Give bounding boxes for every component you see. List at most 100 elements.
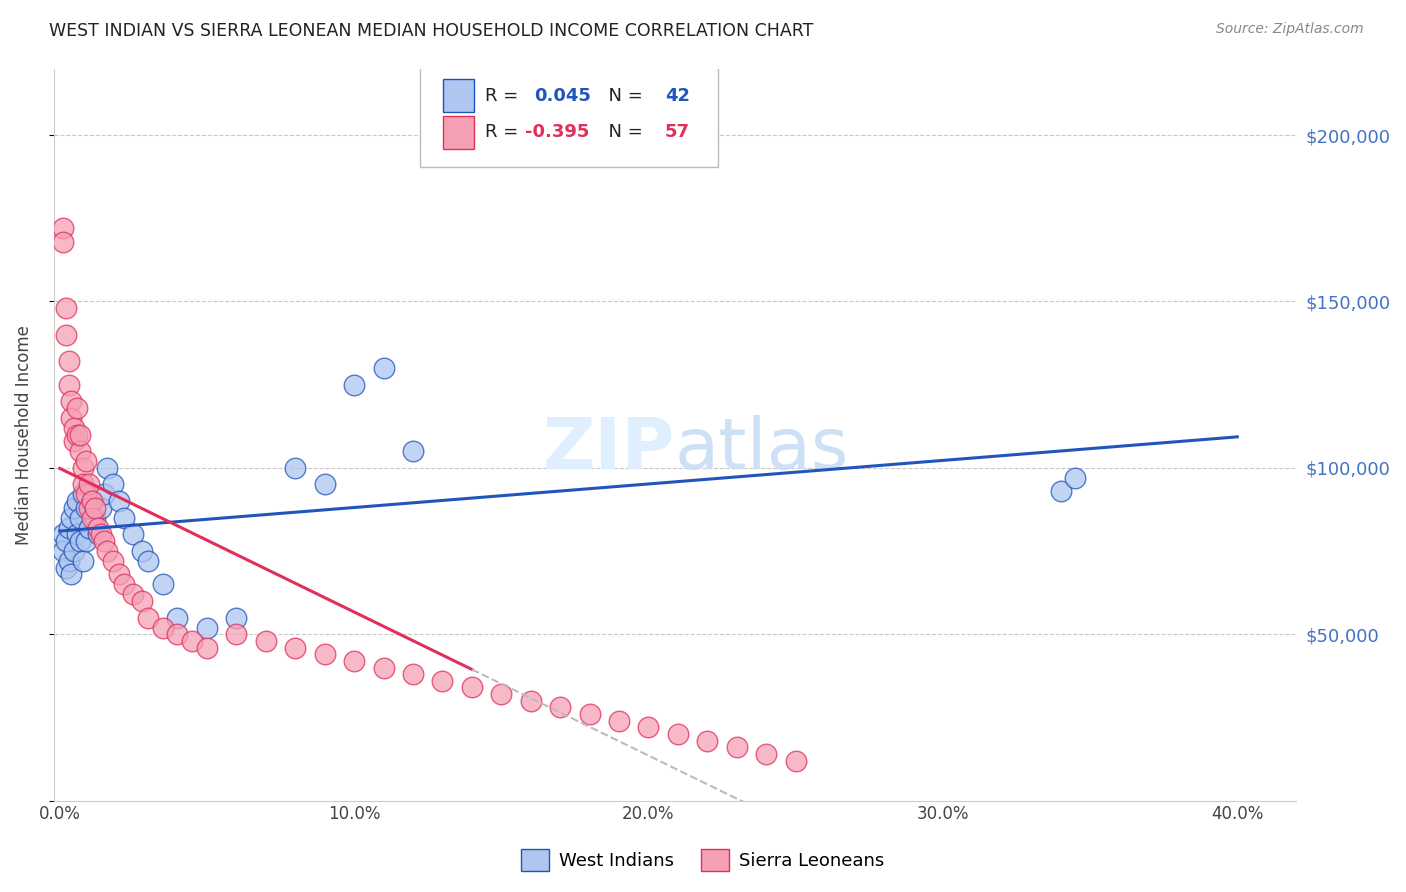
Text: R =: R = [485, 87, 524, 104]
Point [87, 527, 110, 541]
Point [166, 610, 188, 624]
Point [225, 627, 247, 641]
Point [195, 621, 218, 635]
Point [69, 534, 91, 549]
Point [107, 494, 129, 508]
Point [666, 727, 689, 741]
Point [136, 554, 159, 568]
Point [84, 510, 107, 524]
Point [84, 500, 107, 515]
Point [52, 544, 75, 558]
Text: 57: 57 [665, 123, 690, 141]
FancyBboxPatch shape [443, 79, 474, 112]
Point [93, 487, 115, 501]
Point [96, 544, 118, 558]
Point [77, 521, 100, 535]
Point [461, 681, 484, 695]
Point [785, 754, 807, 768]
Point [63, 421, 86, 435]
Text: -0.395: -0.395 [524, 123, 589, 141]
Point [58, 521, 80, 535]
Point [131, 594, 153, 608]
Text: R =: R = [485, 123, 524, 141]
Point [607, 714, 630, 728]
Point [136, 610, 159, 624]
Point [66, 494, 89, 508]
Text: 0.045: 0.045 [534, 87, 592, 104]
Point [122, 587, 145, 601]
Point [152, 577, 174, 591]
Point [491, 687, 513, 701]
Point [72, 460, 94, 475]
Text: 42: 42 [665, 87, 690, 104]
Point [55, 534, 77, 549]
Point [55, 301, 77, 315]
Point [314, 647, 336, 661]
Point [254, 633, 277, 648]
Point [72, 487, 94, 501]
Point [122, 527, 145, 541]
Point [114, 510, 136, 524]
Legend: West Indians, Sierra Leoneans: West Indians, Sierra Leoneans [515, 842, 891, 879]
Point [548, 700, 571, 714]
Point [63, 500, 86, 515]
Point [82, 510, 104, 524]
Point [69, 444, 91, 458]
Point [55, 560, 77, 574]
Point [82, 494, 104, 508]
Point [519, 694, 541, 708]
Point [725, 740, 748, 755]
Point [66, 401, 89, 415]
Point [96, 460, 118, 475]
Point [58, 377, 80, 392]
Point [696, 733, 718, 747]
Point [77, 477, 100, 491]
Point [77, 500, 100, 515]
Point [131, 544, 153, 558]
Point [52, 221, 75, 235]
Point [60, 567, 83, 582]
Point [101, 554, 124, 568]
Point [58, 554, 80, 568]
Point [107, 567, 129, 582]
Point [402, 667, 425, 681]
FancyBboxPatch shape [420, 65, 718, 168]
Text: N =: N = [596, 87, 648, 104]
Text: WEST INDIAN VS SIERRA LEONEAN MEDIAN HOUSEHOLD INCOME CORRELATION CHART: WEST INDIAN VS SIERRA LEONEAN MEDIAN HOU… [49, 22, 814, 40]
Point [72, 477, 94, 491]
Point [578, 707, 600, 722]
Point [52, 235, 75, 249]
Point [343, 377, 366, 392]
Point [60, 394, 83, 409]
Point [69, 427, 91, 442]
Point [755, 747, 778, 761]
Text: N =: N = [596, 123, 648, 141]
Point [82, 494, 104, 508]
Point [75, 454, 97, 468]
FancyBboxPatch shape [443, 116, 474, 149]
Point [90, 500, 112, 515]
Point [314, 477, 336, 491]
Point [637, 720, 659, 734]
Point [1049, 484, 1071, 499]
Point [66, 427, 89, 442]
Point [93, 534, 115, 549]
Point [181, 633, 204, 648]
Point [66, 527, 89, 541]
Point [373, 660, 395, 674]
Point [75, 534, 97, 549]
Point [284, 640, 307, 655]
Point [284, 460, 307, 475]
Point [87, 521, 110, 535]
Point [225, 610, 247, 624]
Text: Source: ZipAtlas.com: Source: ZipAtlas.com [1216, 22, 1364, 37]
Point [69, 510, 91, 524]
Point [72, 554, 94, 568]
Point [55, 327, 77, 342]
Point [60, 411, 83, 425]
Point [1064, 471, 1087, 485]
Point [114, 577, 136, 591]
Point [166, 627, 188, 641]
Y-axis label: Median Household Income: Median Household Income [15, 325, 32, 544]
Point [58, 354, 80, 368]
